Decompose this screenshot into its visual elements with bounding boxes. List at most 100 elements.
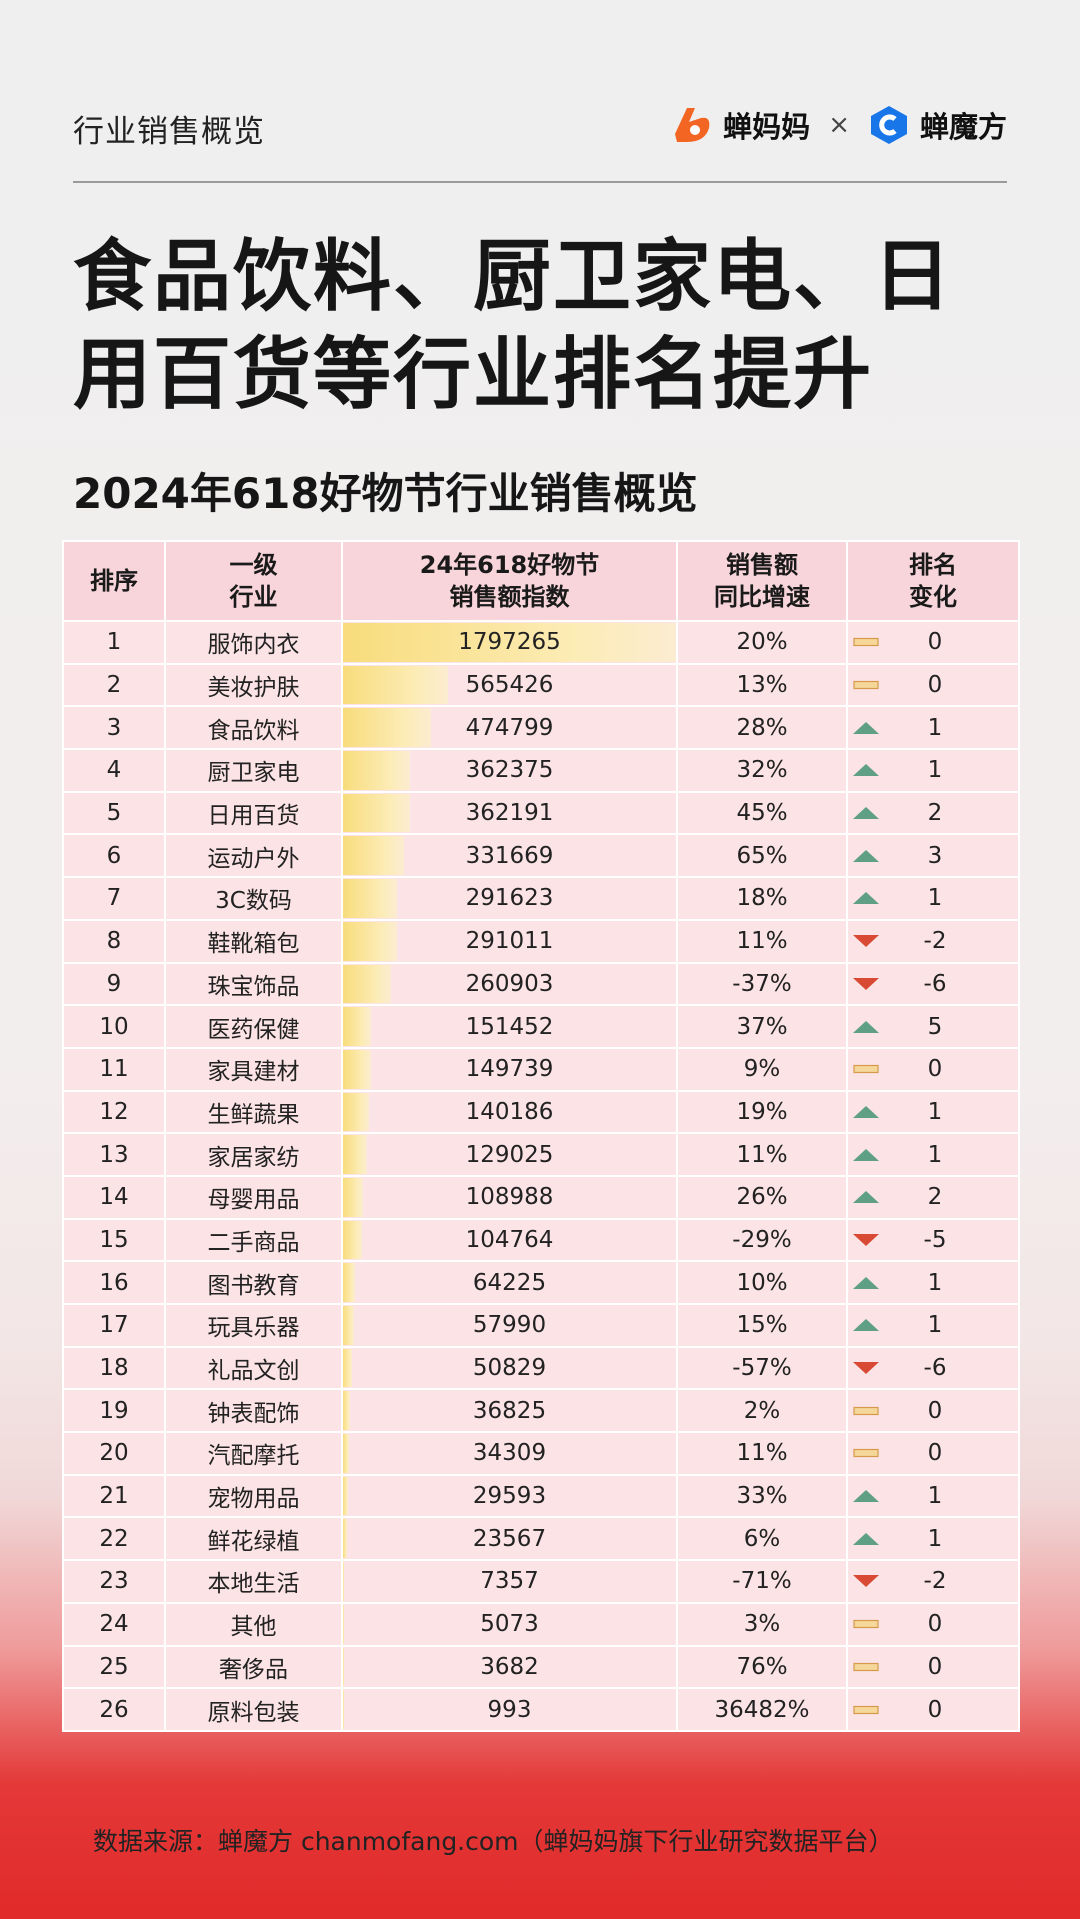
yoy-growth-cell: 3% (676, 1601, 848, 1647)
sales-index-cell: 34309 (341, 1431, 678, 1476)
rank-down-triangle-icon (853, 1233, 879, 1246)
industry-cell: 二手商品 (164, 1217, 343, 1263)
table-row: 26 原料包装 993 36482% 0 (62, 1687, 1020, 1732)
sales-index-cell: 36825 (341, 1388, 678, 1434)
rank-change-value: 1 (927, 757, 943, 784)
chanmofang-logo-icon (870, 106, 907, 144)
sales-index-bar (343, 879, 398, 918)
rank-change-cell: 0 (846, 1388, 1020, 1434)
table-row: 12 生鲜蔬果 140186 19% 1 (62, 1089, 1020, 1135)
sales-index-bar (343, 1135, 367, 1174)
rank-change-value: 1 (927, 1141, 943, 1168)
sales-index-bar (343, 793, 411, 833)
rank-change-cell: 0 (846, 1644, 1020, 1690)
sales-index-value: 362191 (465, 800, 554, 827)
rank-cell: 18 (62, 1345, 166, 1391)
sales-index-value: 129025 (465, 1141, 554, 1168)
sales-index-value: 7357 (480, 1568, 539, 1595)
rank-change-value: 1 (927, 1098, 943, 1125)
yoy-growth-cell: -71% (676, 1559, 848, 1604)
rank-cell: 2 (62, 662, 166, 708)
rank-change-value: 0 (927, 1440, 943, 1467)
industry-cell: 玩具乐器 (164, 1303, 343, 1348)
rank-change-cell: 0 (846, 1046, 1020, 1092)
rank-change-value: -5 (923, 1226, 947, 1253)
rank-cell: 4 (62, 748, 166, 793)
industry-cell: 母婴用品 (164, 1174, 343, 1220)
sales-index-bar (343, 623, 676, 662)
industry-cell: 美妆护肤 (164, 662, 343, 708)
sales-index-value: 331669 (465, 842, 554, 869)
sales-index-value: 104764 (465, 1226, 554, 1253)
sales-index-value: 34309 (472, 1440, 547, 1467)
rank-change-value: 5 (927, 1013, 943, 1040)
table-row: 16 图书教育 64225 10% 1 (62, 1260, 1020, 1305)
rank-change-value: 1 (927, 1483, 943, 1510)
rank-cell: 16 (62, 1260, 166, 1305)
yoy-growth-cell: 19% (676, 1089, 848, 1135)
rank-change-value: 1 (927, 1525, 943, 1552)
rank-flat-bar-icon (853, 638, 879, 647)
table-row: 15 二手商品 104764 -29% -5 (62, 1217, 1020, 1263)
yoy-growth-cell: -37% (676, 961, 848, 1007)
rank-cell: 3 (62, 705, 166, 751)
rank-change-value: 0 (927, 1611, 943, 1638)
sales-index-bar (343, 1092, 369, 1132)
sales-index-value: 23567 (472, 1525, 547, 1552)
table-row: 14 母婴用品 108988 26% 2 (62, 1174, 1020, 1220)
sales-index-cell: 149739 (341, 1046, 678, 1092)
rank-cell: 8 (62, 918, 166, 964)
sales-index-bar (343, 1049, 371, 1089)
rank-up-triangle-icon (853, 1319, 879, 1332)
rank-change-value: 1 (927, 1312, 943, 1339)
rank-change-value: -6 (923, 970, 947, 997)
rank-cell: 11 (62, 1046, 166, 1092)
industry-cell: 鲜花绿植 (164, 1516, 343, 1562)
table-row: 11 家具建材 149739 9% 0 (62, 1046, 1020, 1092)
sales-index-value: 5073 (480, 1611, 539, 1638)
rank-down-triangle-icon (853, 935, 879, 948)
sales-index-value: 291623 (465, 885, 554, 912)
rank-change-cell: -2 (846, 1559, 1020, 1604)
rank-change-value: 1 (927, 714, 943, 741)
rank-change-value: 0 (927, 1397, 943, 1424)
rank-cell: 5 (62, 790, 166, 836)
sales-index-bar (343, 1476, 349, 1516)
industry-cell: 家具建材 (164, 1046, 343, 1092)
table-row: 20 汽配摩托 34309 11% 0 (62, 1431, 1020, 1476)
rank-cell: 1 (62, 620, 166, 665)
table-row: 21 宠物用品 29593 33% 1 (62, 1473, 1020, 1519)
rank-up-triangle-icon (853, 1490, 879, 1503)
rank-flat-bar-icon (853, 1406, 879, 1415)
rank-cell: 25 (62, 1644, 166, 1690)
sales-index-cell: 993 (341, 1687, 678, 1732)
rank-change-value: 0 (927, 1696, 943, 1723)
sales-index-value: 36825 (472, 1397, 547, 1424)
industry-cell: 汽配摩托 (164, 1431, 343, 1476)
rank-change-value: -2 (923, 928, 947, 955)
sales-index-value: 362375 (465, 757, 554, 784)
sales-index-cell: 362191 (341, 790, 678, 836)
table-row: 4 厨卫家电 362375 32% 1 (62, 748, 1020, 793)
rank-change-cell: -2 (846, 918, 1020, 964)
sales-index-value: 140186 (465, 1098, 554, 1125)
table-row: 1 服饰内衣 1797265 20% 0 (62, 620, 1020, 665)
sales-index-cell: 3682 (341, 1644, 678, 1690)
sales-index-bar (343, 1177, 364, 1217)
rank-cell: 21 (62, 1473, 166, 1519)
sales-index-cell: 565426 (341, 662, 678, 708)
rank-change-value: -6 (923, 1355, 947, 1382)
rank-up-triangle-icon (853, 1191, 879, 1204)
rank-change-cell: 2 (846, 790, 1020, 836)
sales-index-value: 260903 (465, 970, 554, 997)
sales-index-cell: 104764 (341, 1217, 678, 1263)
rank-up-triangle-icon (853, 1020, 879, 1033)
rank-cell: 17 (62, 1303, 166, 1348)
table-header-row: 排序 一级 行业 24年618好物节 销售额指数 销售额 同比增速 排名 变化 (62, 540, 1020, 622)
rank-cell: 23 (62, 1559, 166, 1604)
sales-index-bar (343, 836, 405, 876)
brand-separator: × (828, 110, 850, 140)
table-row: 18 礼品文创 50829 -57% -6 (62, 1345, 1020, 1391)
rank-up-triangle-icon (853, 892, 879, 905)
industry-cell: 钟表配饰 (164, 1388, 343, 1434)
